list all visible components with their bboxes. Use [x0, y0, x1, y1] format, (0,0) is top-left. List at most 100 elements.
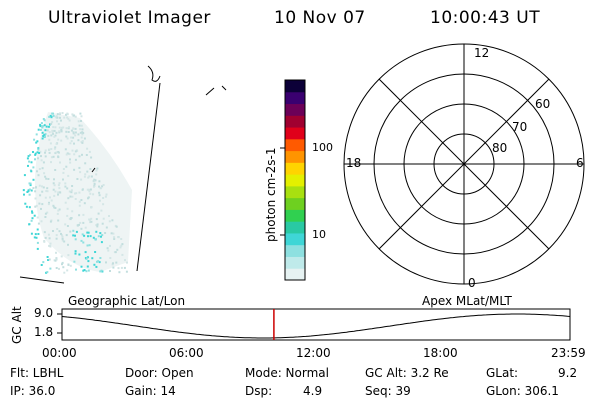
image-pixel [80, 115, 83, 118]
image-pixel [55, 258, 58, 261]
image-pixel [79, 131, 82, 134]
timeline-x-tick-1800: 18:00 [423, 346, 458, 360]
status-glon: GLon: 306.1 [486, 384, 559, 398]
image-pixel [35, 204, 38, 207]
colorbar-band [285, 80, 305, 93]
image-pixel [28, 223, 31, 226]
image-pixel [48, 138, 51, 141]
image-pixel [74, 115, 77, 118]
instrument-title: Ultraviolet Imager [48, 8, 211, 28]
image-pixel [78, 124, 81, 127]
image-pixel [57, 184, 60, 187]
image-pixel [109, 257, 112, 259]
timeline-right-caption: Apex MLat/MLT [422, 294, 512, 308]
image-pixel [67, 243, 69, 246]
image-pixel [80, 239, 83, 242]
image-pixel [37, 148, 40, 151]
image-pixel [88, 190, 91, 193]
image-pixel [98, 185, 100, 188]
image-pixel [68, 153, 71, 156]
colorbar-band [285, 209, 305, 222]
image-pixel [74, 134, 77, 137]
image-pixel [32, 178, 35, 181]
image-pixel [111, 219, 114, 222]
image-pixel [66, 214, 69, 217]
mlt-label-0: 0 [468, 276, 476, 290]
image-pixel [36, 241, 39, 244]
image-pixel [47, 134, 50, 137]
image-pixel [41, 167, 44, 170]
image-pixel [50, 122, 53, 125]
image-pixel [86, 256, 89, 259]
image-pixel [100, 209, 103, 212]
image-pixel [53, 135, 56, 138]
image-pixel [65, 165, 68, 168]
image-pixel [38, 202, 41, 205]
image-pixel [80, 124, 83, 127]
image-pixel [40, 159, 43, 162]
image-pixel [39, 150, 42, 153]
image-pixel [77, 120, 80, 123]
image-pixel [55, 267, 58, 269]
image-pixel [41, 203, 44, 206]
image-pixel [46, 129, 49, 132]
image-pixel [81, 133, 84, 136]
timeline-y-tick-bottom: 1.8 [34, 325, 54, 339]
image-pixel [34, 152, 37, 155]
image-pixel [41, 185, 43, 188]
image-pixel [110, 232, 113, 235]
image-pixel [44, 135, 46, 138]
image-pixel [66, 137, 69, 140]
lat-label-70: 70 [512, 120, 528, 134]
image-pixel [65, 130, 68, 133]
image-pixel [117, 236, 120, 239]
image-pixel [37, 174, 40, 177]
image-pixel [33, 236, 36, 239]
image-pixel [43, 231, 46, 234]
image-pixel [100, 269, 103, 272]
image-pixel [88, 188, 90, 191]
image-pixel [59, 116, 61, 119]
image-pixel [60, 255, 63, 258]
image-pixel [30, 219, 33, 222]
image-pixel [79, 112, 82, 115]
image-pixel [86, 265, 89, 268]
image-pixel [71, 149, 74, 152]
image-pixel [66, 152, 69, 155]
image-pixel [58, 187, 61, 190]
image-pixel [58, 126, 61, 129]
image-pixel [52, 132, 54, 135]
image-pixel [30, 170, 33, 173]
image-pixel [44, 212, 47, 215]
image-pixel [75, 192, 78, 195]
image-pixel [37, 157, 39, 160]
image-pixel [41, 131, 44, 134]
image-pixel [73, 168, 76, 171]
colorbar-band [285, 232, 305, 246]
image-pixel [40, 155, 42, 158]
image-pixel [52, 126, 55, 129]
image-pixel [66, 269, 69, 272]
image-pixel [42, 261, 45, 264]
colorbar-band [285, 138, 305, 152]
image-pixel [34, 153, 37, 156]
colorbar-band [285, 127, 305, 140]
image-pixel [55, 257, 58, 260]
image-pixel [34, 205, 37, 208]
image-pixel [57, 219, 60, 222]
image-pixel [97, 260, 100, 263]
image-pixel [66, 113, 69, 116]
image-pixel [115, 225, 118, 228]
image-pixel [74, 198, 77, 200]
image-pixel [46, 271, 49, 274]
image-pixel [117, 267, 120, 270]
image-pixel [96, 260, 98, 263]
image-pixel [64, 185, 67, 188]
image-pixel [67, 263, 70, 266]
image-pixel [28, 182, 31, 185]
image-pixel [52, 188, 55, 191]
image-pixel [65, 153, 68, 156]
image-pixel [83, 137, 86, 140]
image-pixel [95, 224, 98, 227]
image-pixel [32, 187, 35, 190]
